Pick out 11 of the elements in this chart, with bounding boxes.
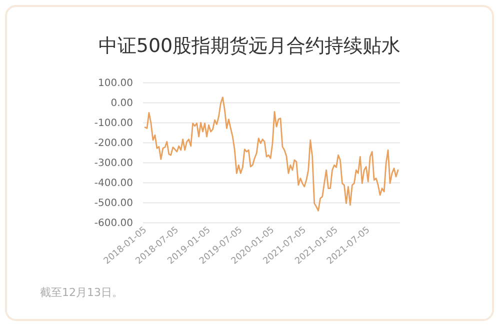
y-tick-label: -400.00 xyxy=(94,178,133,190)
y-tick-label: -200.00 xyxy=(94,138,133,150)
text: 截至12月13日。 xyxy=(40,286,123,299)
y-tick-label: -500.00 xyxy=(94,198,133,210)
chart-title: 中证500股指期货远月合约持续贴水 xyxy=(98,35,401,57)
line-series xyxy=(144,96,399,212)
y-tick-label: -300.00 xyxy=(94,158,133,170)
y-tick-label: 0.00 xyxy=(110,98,133,110)
y-tick-label: -100.00 xyxy=(94,118,133,130)
y-tick-label: -600.00 xyxy=(94,218,133,230)
y-tick-label: 100.00 xyxy=(98,78,133,90)
